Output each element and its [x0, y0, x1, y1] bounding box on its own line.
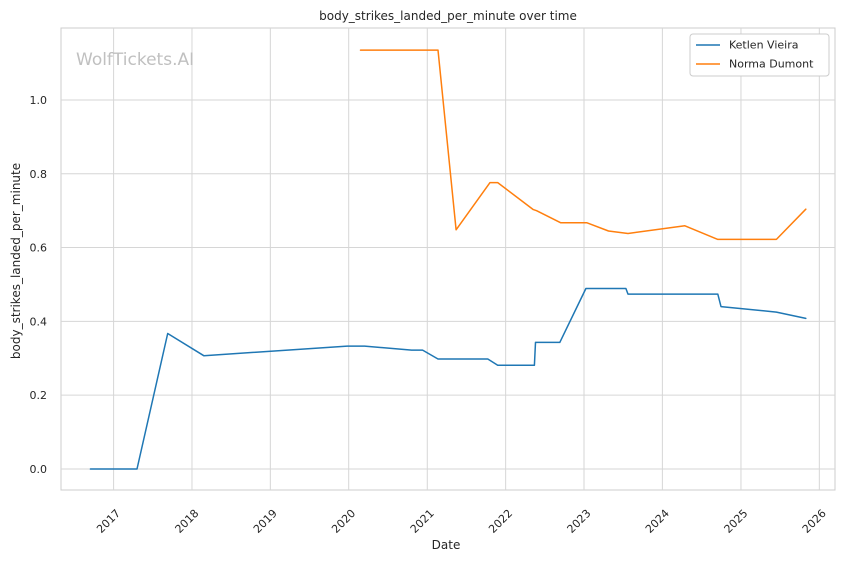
x-tick-label: 2020 — [329, 507, 358, 536]
y-tick-label: 0.4 — [30, 315, 48, 328]
x-tick-label: 2018 — [173, 507, 202, 536]
legend-label-norma-dumont: Norma Dumont — [729, 58, 814, 71]
y-tick-label: 1.0 — [30, 94, 48, 107]
x-tick-label: 2025 — [722, 507, 751, 536]
y-axis-label: body_strikes_landed_per_minute — [9, 163, 23, 359]
x-tick-label: 2021 — [408, 507, 437, 536]
series-line-ketlen-vieira — [89, 287, 807, 470]
chart-title: body_strikes_landed_per_minute over time — [319, 9, 577, 23]
y-tick-label: 0.6 — [30, 242, 48, 255]
series-line-norma-dumont — [359, 49, 807, 241]
x-axis-label: Date — [432, 538, 461, 552]
legend: Ketlen Vieira Norma Dumont — [689, 33, 830, 77]
x-tick-label: 2022 — [486, 507, 515, 536]
grid-lines — [61, 28, 835, 490]
y-tick-label: 0.0 — [30, 463, 48, 476]
legend-box — [689, 33, 830, 77]
plot-area — [60, 27, 836, 491]
y-tick-label: 0.2 — [30, 389, 48, 402]
y-tick-label: 0.8 — [30, 168, 48, 181]
x-tick-label: 2017 — [94, 507, 123, 536]
x-tick-label: 2023 — [565, 507, 594, 536]
x-tick-label: 2019 — [251, 507, 280, 536]
series-lines — [89, 49, 807, 470]
x-tick-label: 2026 — [800, 507, 829, 536]
watermark: WolfTickets.AI — [76, 50, 194, 70]
legend-label-ketlen-vieira: Ketlen Vieira — [729, 39, 798, 52]
x-tick-label: 2024 — [643, 507, 672, 536]
